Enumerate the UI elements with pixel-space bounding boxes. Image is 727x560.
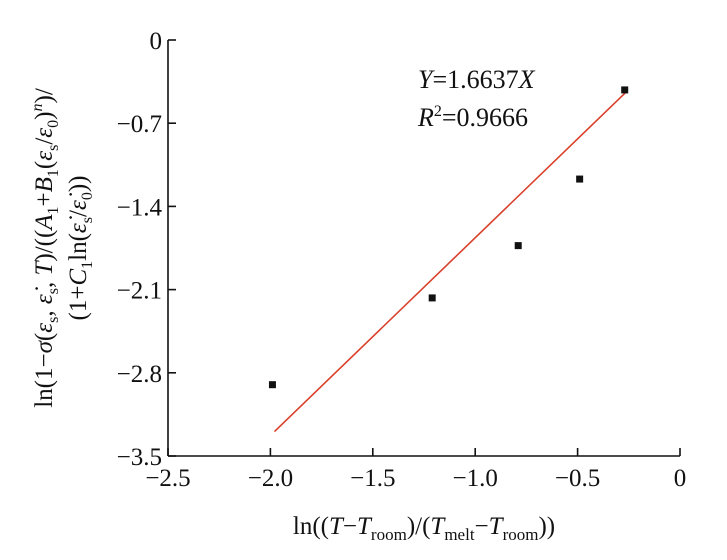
data-point (268, 381, 276, 389)
x-axis-title: ln((T−Troom)/(Tmelt−Troom)) (293, 513, 555, 544)
y-axis-title-line-1: ln(1−σ(εs, ε̇s, T)/((A1+B1(εs/ε0)n)/ (29, 88, 62, 408)
fit-line (273, 90, 628, 433)
y-tick-label: −2.1 (117, 278, 162, 305)
x-tick-label: 0 (674, 465, 687, 492)
x-tick-label: −2.0 (248, 465, 293, 492)
x-tick-label: −1.5 (350, 465, 395, 492)
x-tick-label: −2.5 (145, 465, 190, 492)
data-point (576, 175, 584, 183)
y-tick-label: −1.4 (117, 194, 163, 221)
y-tick-label: 0 (150, 28, 163, 55)
data-point (621, 86, 629, 94)
data-point (428, 294, 436, 302)
y-tick-label: −3.5 (117, 444, 162, 471)
x-tick-label: −1.0 (453, 465, 498, 492)
equation-label: Y=1.6637X (418, 65, 536, 94)
y-tick-label: −2.8 (117, 361, 162, 388)
y-tick-label: −0.7 (117, 111, 162, 138)
axis-ticks: −2.5 −2.0 −1.5 −1.0 −0.5 0 0 −0.7 −1.4 −2.1 −2.8 −3… (117, 28, 687, 492)
chart-marks (268, 86, 629, 433)
x-tick-label: −0.5 (555, 465, 600, 492)
r-squared-label: R2=0.9666 (417, 103, 528, 132)
y-axis-title-line-2: (1+C1ln(ε̇s/ε̇0)) (65, 176, 96, 321)
data-point (514, 242, 522, 250)
